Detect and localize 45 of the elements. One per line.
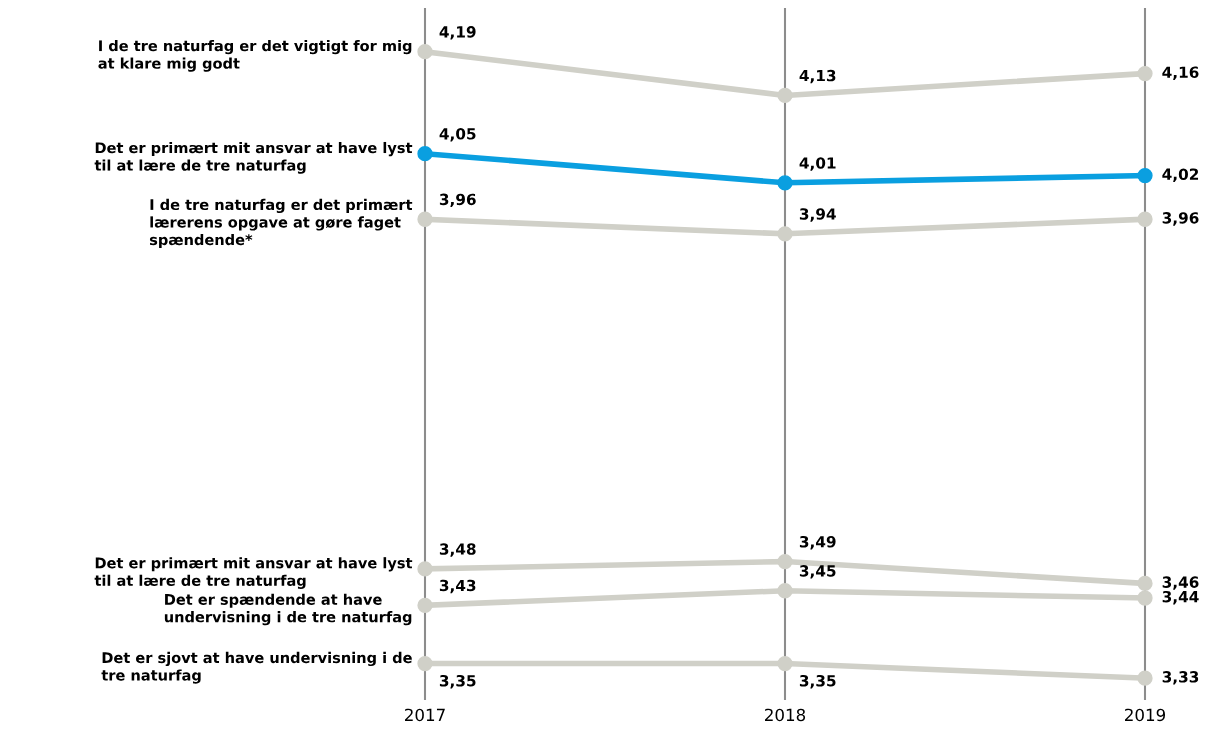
x-tick-label: 2017 [405,708,445,722]
series-label: Det er primært mit ansvar at have lyst til at lære de tre naturfag [94,141,413,174]
series-label: Det er sjovt at have undervisning i de tre naturfag [101,651,412,684]
data-label: 3,94 [799,208,836,222]
series-label: Det er spændende at have undervisning i de tre naturfag [164,593,412,626]
data-label: 3,46 [1162,576,1199,590]
point [1137,65,1153,82]
point [1137,167,1153,184]
point [777,226,793,242]
data-label: 3,35 [439,674,476,689]
data-label: 3,96 [1162,212,1199,226]
point [777,87,793,104]
point [417,655,433,672]
data-label: 3,33 [1162,671,1199,685]
data-label: 4,05 [439,128,476,142]
point [1137,575,1153,592]
point [417,561,433,577]
point [1137,590,1153,606]
data-label: 4,13 [799,69,836,84]
point [777,655,793,672]
point [1137,670,1153,686]
data-label: 3,44 [1162,590,1199,605]
series-label: Det er primært mit ansvar at have lyst til at lære de tre naturfag [94,557,413,589]
x-tick-label: 2019 [1125,708,1166,722]
data-label: 4,16 [1162,66,1199,80]
point [777,553,793,570]
data-label: 3,45 [799,565,836,579]
point [417,597,433,613]
data-label: 4,19 [439,26,476,40]
point [777,583,793,599]
data-label: 4,02 [1162,168,1199,182]
series-label: I de tre naturfag er det vigtigt for mig at klare mig godt [98,39,412,72]
point [1137,211,1153,227]
x-tick-label: 2018 [765,708,806,722]
data-label: 3,49 [799,535,836,550]
point [417,44,433,60]
point [417,146,433,162]
data-label: 3,48 [439,543,476,557]
series-label: I de tre naturfag er det primært lærerens opgave at gøre faget spændende* [149,198,413,249]
data-label: 3,43 [439,579,476,594]
point [777,175,793,191]
data-label: 3,96 [439,193,476,208]
data-label: 3,35 [799,674,836,689]
point [417,211,433,227]
data-label: 4,01 [799,157,836,171]
